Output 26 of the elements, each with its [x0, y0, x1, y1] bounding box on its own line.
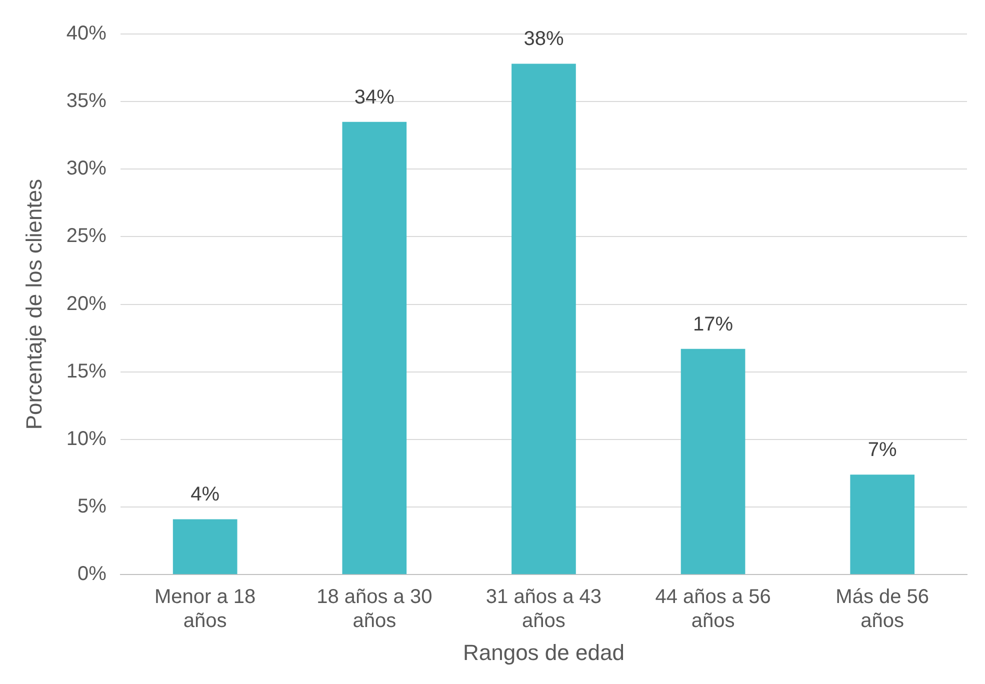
data-label: 7% [868, 439, 898, 462]
y-tick-label: 10% [66, 428, 107, 450]
y-tick-label: 20% [66, 292, 107, 315]
x-tick-label: 18 años a 30 años [316, 586, 432, 632]
y-tick-label: 15% [66, 360, 107, 382]
data-label: 38% [524, 28, 564, 50]
x-tick-label: Más de 56 años [836, 586, 930, 632]
x-axis-title: Rangos de edad [462, 640, 624, 665]
data-label: 4% [190, 484, 220, 506]
y-tick-label: 25% [66, 225, 107, 248]
x-tick-label: Menor a 18 años [154, 586, 256, 632]
y-tick-label: 0% [78, 563, 107, 586]
y-tick-label: 30% [66, 158, 107, 180]
y-axis-title: Porcentaje de los clientes [21, 178, 46, 430]
bar [512, 64, 576, 574]
x-tick-label: 31 años a 43 años [486, 586, 602, 632]
bar [850, 474, 915, 574]
y-tick-label: 35% [66, 90, 107, 112]
x-tick-label: 44 años a 56 años [655, 586, 771, 632]
bar [172, 519, 238, 574]
data-label: 34% [354, 86, 395, 108]
y-tick-label: 5% [78, 496, 107, 518]
bar [342, 122, 407, 574]
data-label: 17% [693, 313, 734, 336]
bar [680, 348, 746, 574]
y-tick-label: 40% [66, 22, 107, 45]
